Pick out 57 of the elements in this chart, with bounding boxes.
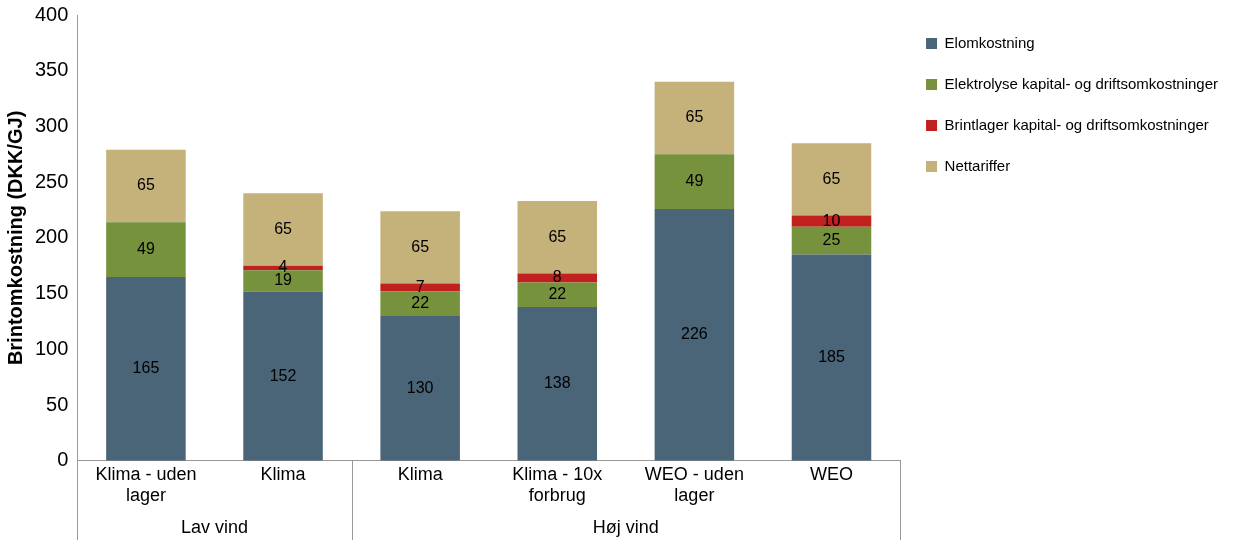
x-tick-label: Klima - uden lager: [95, 463, 197, 506]
y-tick-label: 300: [34, 113, 69, 136]
text: Lav vind: [180, 516, 249, 537]
data-label: 65: [137, 176, 155, 194]
data-label: 185: [818, 348, 845, 366]
bar: [517, 282, 598, 307]
data-label: 65: [411, 237, 430, 255]
x-tick-label: WEO - uden lager: [644, 463, 744, 506]
data-label: 19: [274, 271, 293, 289]
bar: [106, 222, 186, 277]
y-tick-label: 250: [34, 169, 69, 192]
data-label: 226: [681, 325, 708, 343]
bar: [654, 154, 735, 209]
data-label: 49: [685, 172, 704, 190]
bar: [380, 315, 460, 461]
data-label: 130: [406, 378, 434, 396]
x-tick-label: Klima: [260, 463, 307, 484]
data-label: 7: [415, 277, 425, 295]
data-label: 25: [822, 231, 841, 249]
data-label: 152: [269, 366, 297, 384]
bar: [106, 276, 186, 461]
y-tick-label: 200: [34, 225, 69, 248]
legend-label: Elomkostning: [944, 33, 1035, 51]
data-label: 49: [137, 240, 155, 258]
bar: [243, 291, 323, 461]
legend-label: Brintlager kapital- og driftsomkostninger: [944, 115, 1209, 133]
bar: [791, 254, 872, 461]
legend-label: Elektrolyse kapital- og driftsomkostninger: [944, 74, 1218, 92]
data-label: 22: [548, 285, 567, 303]
data-label: 10: [822, 211, 841, 229]
bar: [654, 208, 735, 461]
x-tick-label: Klima: [397, 463, 444, 484]
data-label: 65: [822, 169, 841, 187]
legend-label: Nettariffer: [944, 156, 1011, 174]
data-label: 138: [543, 374, 571, 392]
y-tick-label: 400: [34, 2, 69, 25]
x-tick-label: WEO: [809, 463, 853, 484]
bar: [106, 149, 186, 223]
bar: [654, 81, 735, 155]
data-label: 22: [411, 294, 430, 312]
text: Høj vind: [592, 516, 659, 537]
y-tick-label: 150: [34, 281, 69, 304]
bar: [791, 143, 872, 216]
data-label: 8: [552, 268, 562, 286]
y-tick-label: 0: [57, 448, 69, 471]
y-tick-label: 100: [34, 336, 69, 359]
bar: [517, 307, 598, 461]
bar: [380, 291, 460, 316]
bar: [791, 226, 872, 255]
data-label: 165: [132, 359, 160, 377]
y-axis-title: Brintomkostning (DKK/GJ): [3, 110, 26, 366]
y-tick-label: 50: [46, 392, 69, 415]
data-label: 65: [274, 219, 293, 237]
data-label: 65: [548, 227, 567, 245]
x-tick-label: Klima - 10x forbrug: [512, 463, 603, 506]
data-label: 65: [685, 108, 704, 126]
y-tick-label: 350: [34, 58, 69, 81]
